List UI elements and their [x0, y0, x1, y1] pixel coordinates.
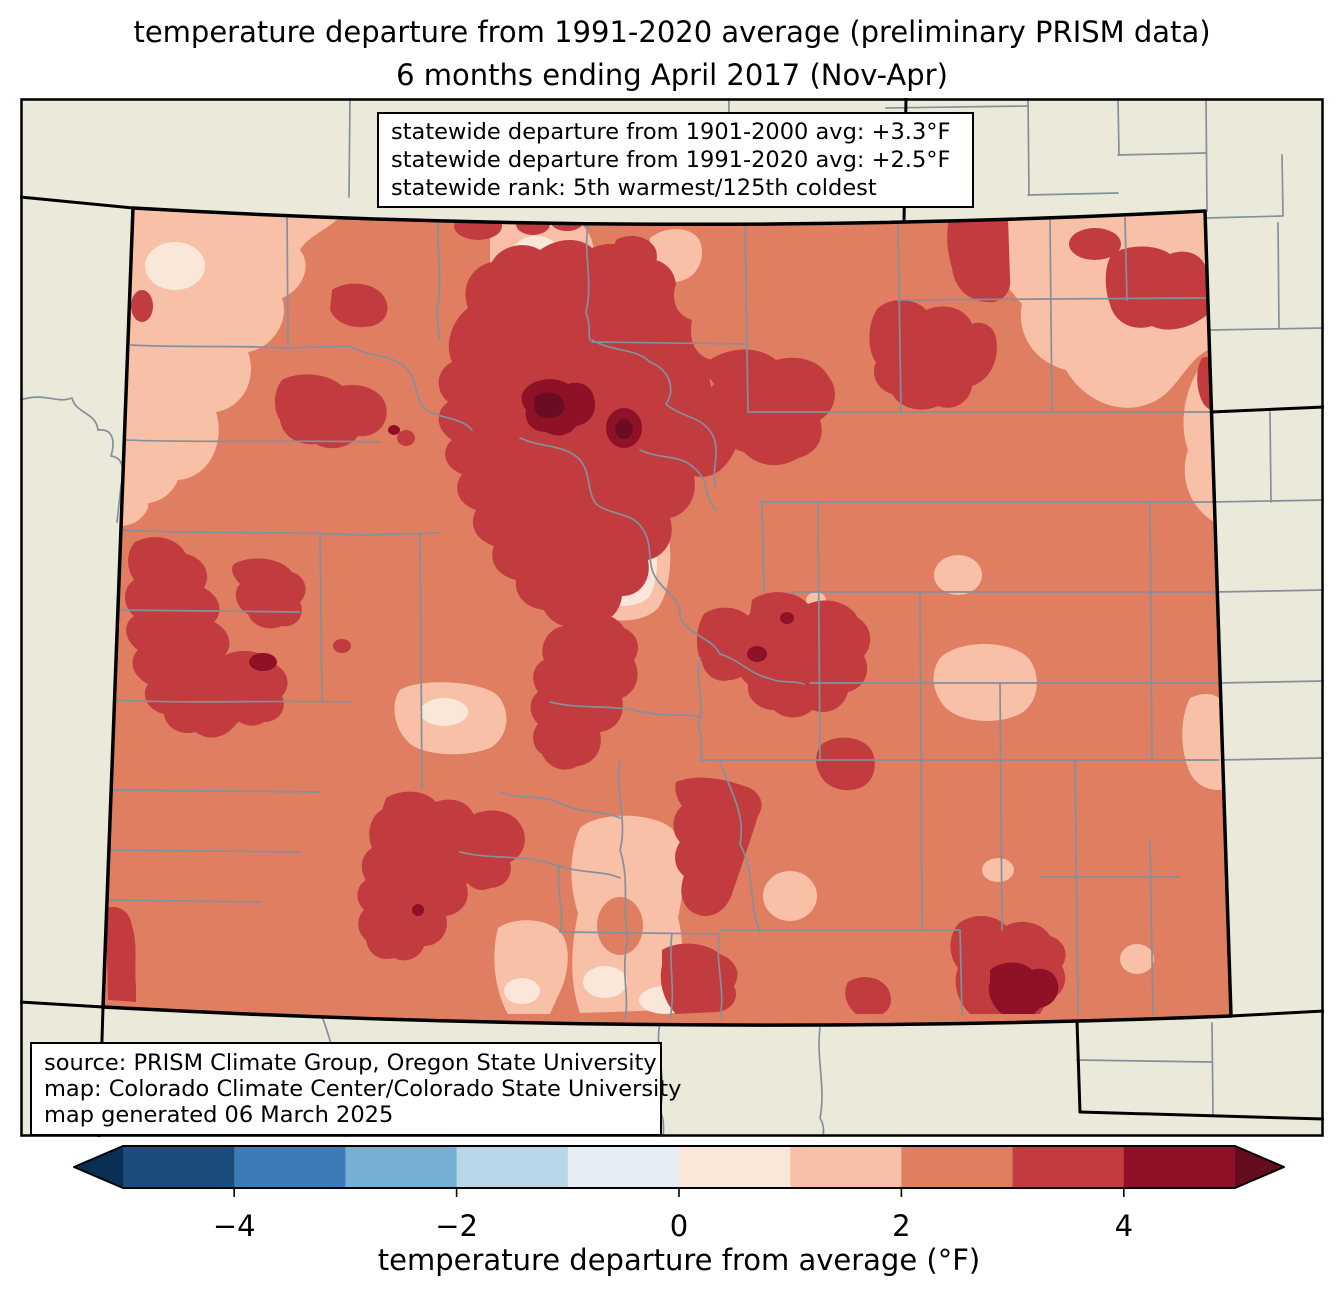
source-line-1: source: PRISM Climate Group, Oregon Stat… [44, 1050, 657, 1076]
figure-title: temperature departure from 1991-2020 ave… [0, 11, 1344, 97]
source-line-2: map: Colorado Climate Center/Colorado St… [44, 1076, 682, 1102]
stats-line-3: statewide rank: 5th warmest/125th coldes… [391, 175, 877, 201]
source-box: source: PRISM Climate Group, Oregon Stat… [30, 1042, 682, 1136]
blobs-valley-hole [597, 897, 643, 955]
colorbar-segment [679, 1146, 791, 1188]
colorbar-segment [234, 1146, 346, 1188]
map-canvas [20, 98, 1324, 1137]
colorado-temperature-field [103, 208, 1231, 1026]
colorbar-segment [1012, 1146, 1125, 1188]
blobs-over5 [534, 392, 633, 439]
colorbar-segment [456, 1146, 569, 1188]
colorbar-tick-label: 4 [1115, 1209, 1133, 1243]
stats-line-1: statewide departure from 1901-2000 avg: … [391, 119, 951, 145]
colorbar-segment [123, 1146, 235, 1188]
colorado-border [101, 206, 1233, 1027]
colorbar-tick-label: −2 [435, 1209, 478, 1243]
colorbar: −4 −2 0 2 4 [73, 1145, 1285, 1243]
colorado-county-lines [107, 209, 1220, 1019]
stats-line-2: statewide departure from 1991-2020 avg: … [391, 147, 951, 173]
colorbar-segment [901, 1146, 1014, 1188]
colorbar-tick-label: 0 [670, 1209, 688, 1243]
colorbar-outline [73, 1145, 1285, 1189]
title-line-2: 6 months ending April 2017 (Nov-Apr) [396, 58, 948, 92]
colorbar-over-arrow [1235, 1146, 1284, 1188]
colorbar-under-arrow [74, 1146, 123, 1188]
colorbar-tick-label: −4 [213, 1209, 256, 1243]
colorbar-segment [567, 1146, 680, 1188]
map-frame [20, 98, 1324, 1137]
colorbar-segment [1123, 1146, 1236, 1188]
colorbar-segment [790, 1146, 902, 1188]
colorbar-segment [345, 1146, 458, 1188]
colorbar-label: temperature departure from average (°F) [377, 1243, 981, 1277]
title-line-1: temperature departure from 1991-2020 ave… [133, 15, 1211, 49]
source-line-3: map generated 06 March 2025 [44, 1102, 394, 1128]
colorbar-tick-label: 2 [892, 1209, 910, 1243]
stats-box: statewide departure from 1901-2000 avg: … [377, 112, 974, 208]
